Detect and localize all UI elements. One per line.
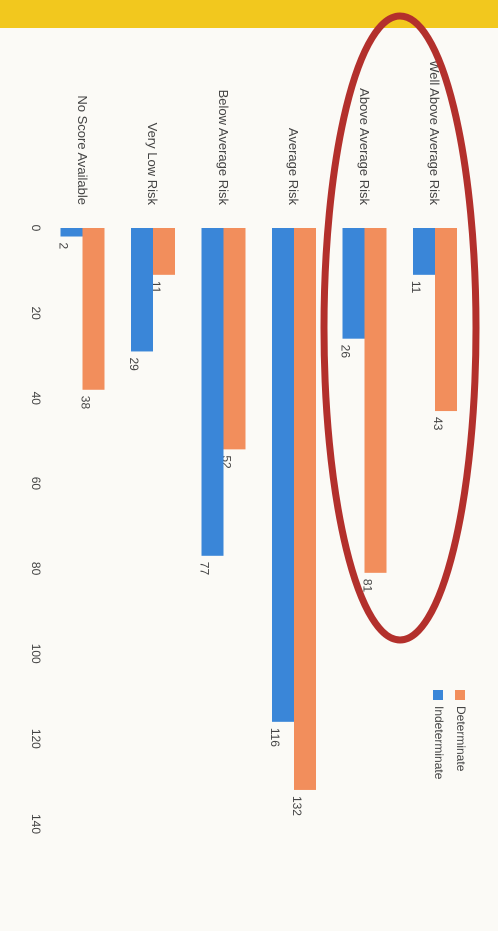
data-label: 43: [431, 417, 445, 431]
x-tick-label: 0: [29, 225, 43, 232]
category-label-text: No Score Available: [75, 95, 90, 205]
bar: [272, 228, 294, 722]
category-label-text: Below Average Risk: [216, 89, 231, 205]
bar: [131, 228, 153, 352]
x-tick-label: 20: [29, 306, 43, 320]
category-label: Average Risk: [286, 127, 302, 205]
x-tick-label: 60: [29, 477, 43, 491]
data-label: 26: [338, 345, 352, 359]
data-label: 132: [290, 796, 304, 816]
bar: [413, 228, 435, 275]
bar: [435, 228, 457, 412]
bar: [342, 228, 365, 339]
category-label: Below Average Risk: [216, 89, 231, 205]
data-label: 11: [409, 281, 423, 294]
data-label: 116: [268, 728, 282, 747]
top-band: [0, 0, 498, 28]
category-label: No Score Available: [75, 95, 90, 205]
category-label-text: Very Low Risk: [145, 122, 161, 205]
data-label: 29: [127, 357, 141, 371]
bar: [60, 228, 83, 237]
annotation-ellipse: [320, 12, 480, 644]
category-label-text: Average Risk: [286, 127, 302, 205]
data-label: 38: [78, 396, 92, 410]
legend-label: Indeterminate: [432, 706, 446, 780]
data-label: 2: [56, 243, 70, 250]
bar: [223, 228, 246, 450]
x-tick-label: 120: [29, 729, 43, 749]
x-tick-label: 140: [29, 814, 43, 834]
x-tick-label: 40: [29, 392, 43, 406]
bar: [294, 228, 316, 790]
bar: [82, 228, 105, 390]
bar: [364, 228, 387, 573]
x-tick-label: 100: [29, 644, 43, 664]
legend-swatch: [455, 690, 465, 700]
category-label: Very Low Risk: [145, 122, 161, 205]
legend-swatch: [433, 690, 443, 700]
bar: [153, 228, 175, 275]
legend-label: Determinate: [454, 706, 468, 772]
bar: [201, 228, 224, 556]
data-label: 77: [197, 562, 211, 576]
x-tick-label: 80: [29, 562, 43, 576]
data-label: 81: [360, 579, 374, 593]
